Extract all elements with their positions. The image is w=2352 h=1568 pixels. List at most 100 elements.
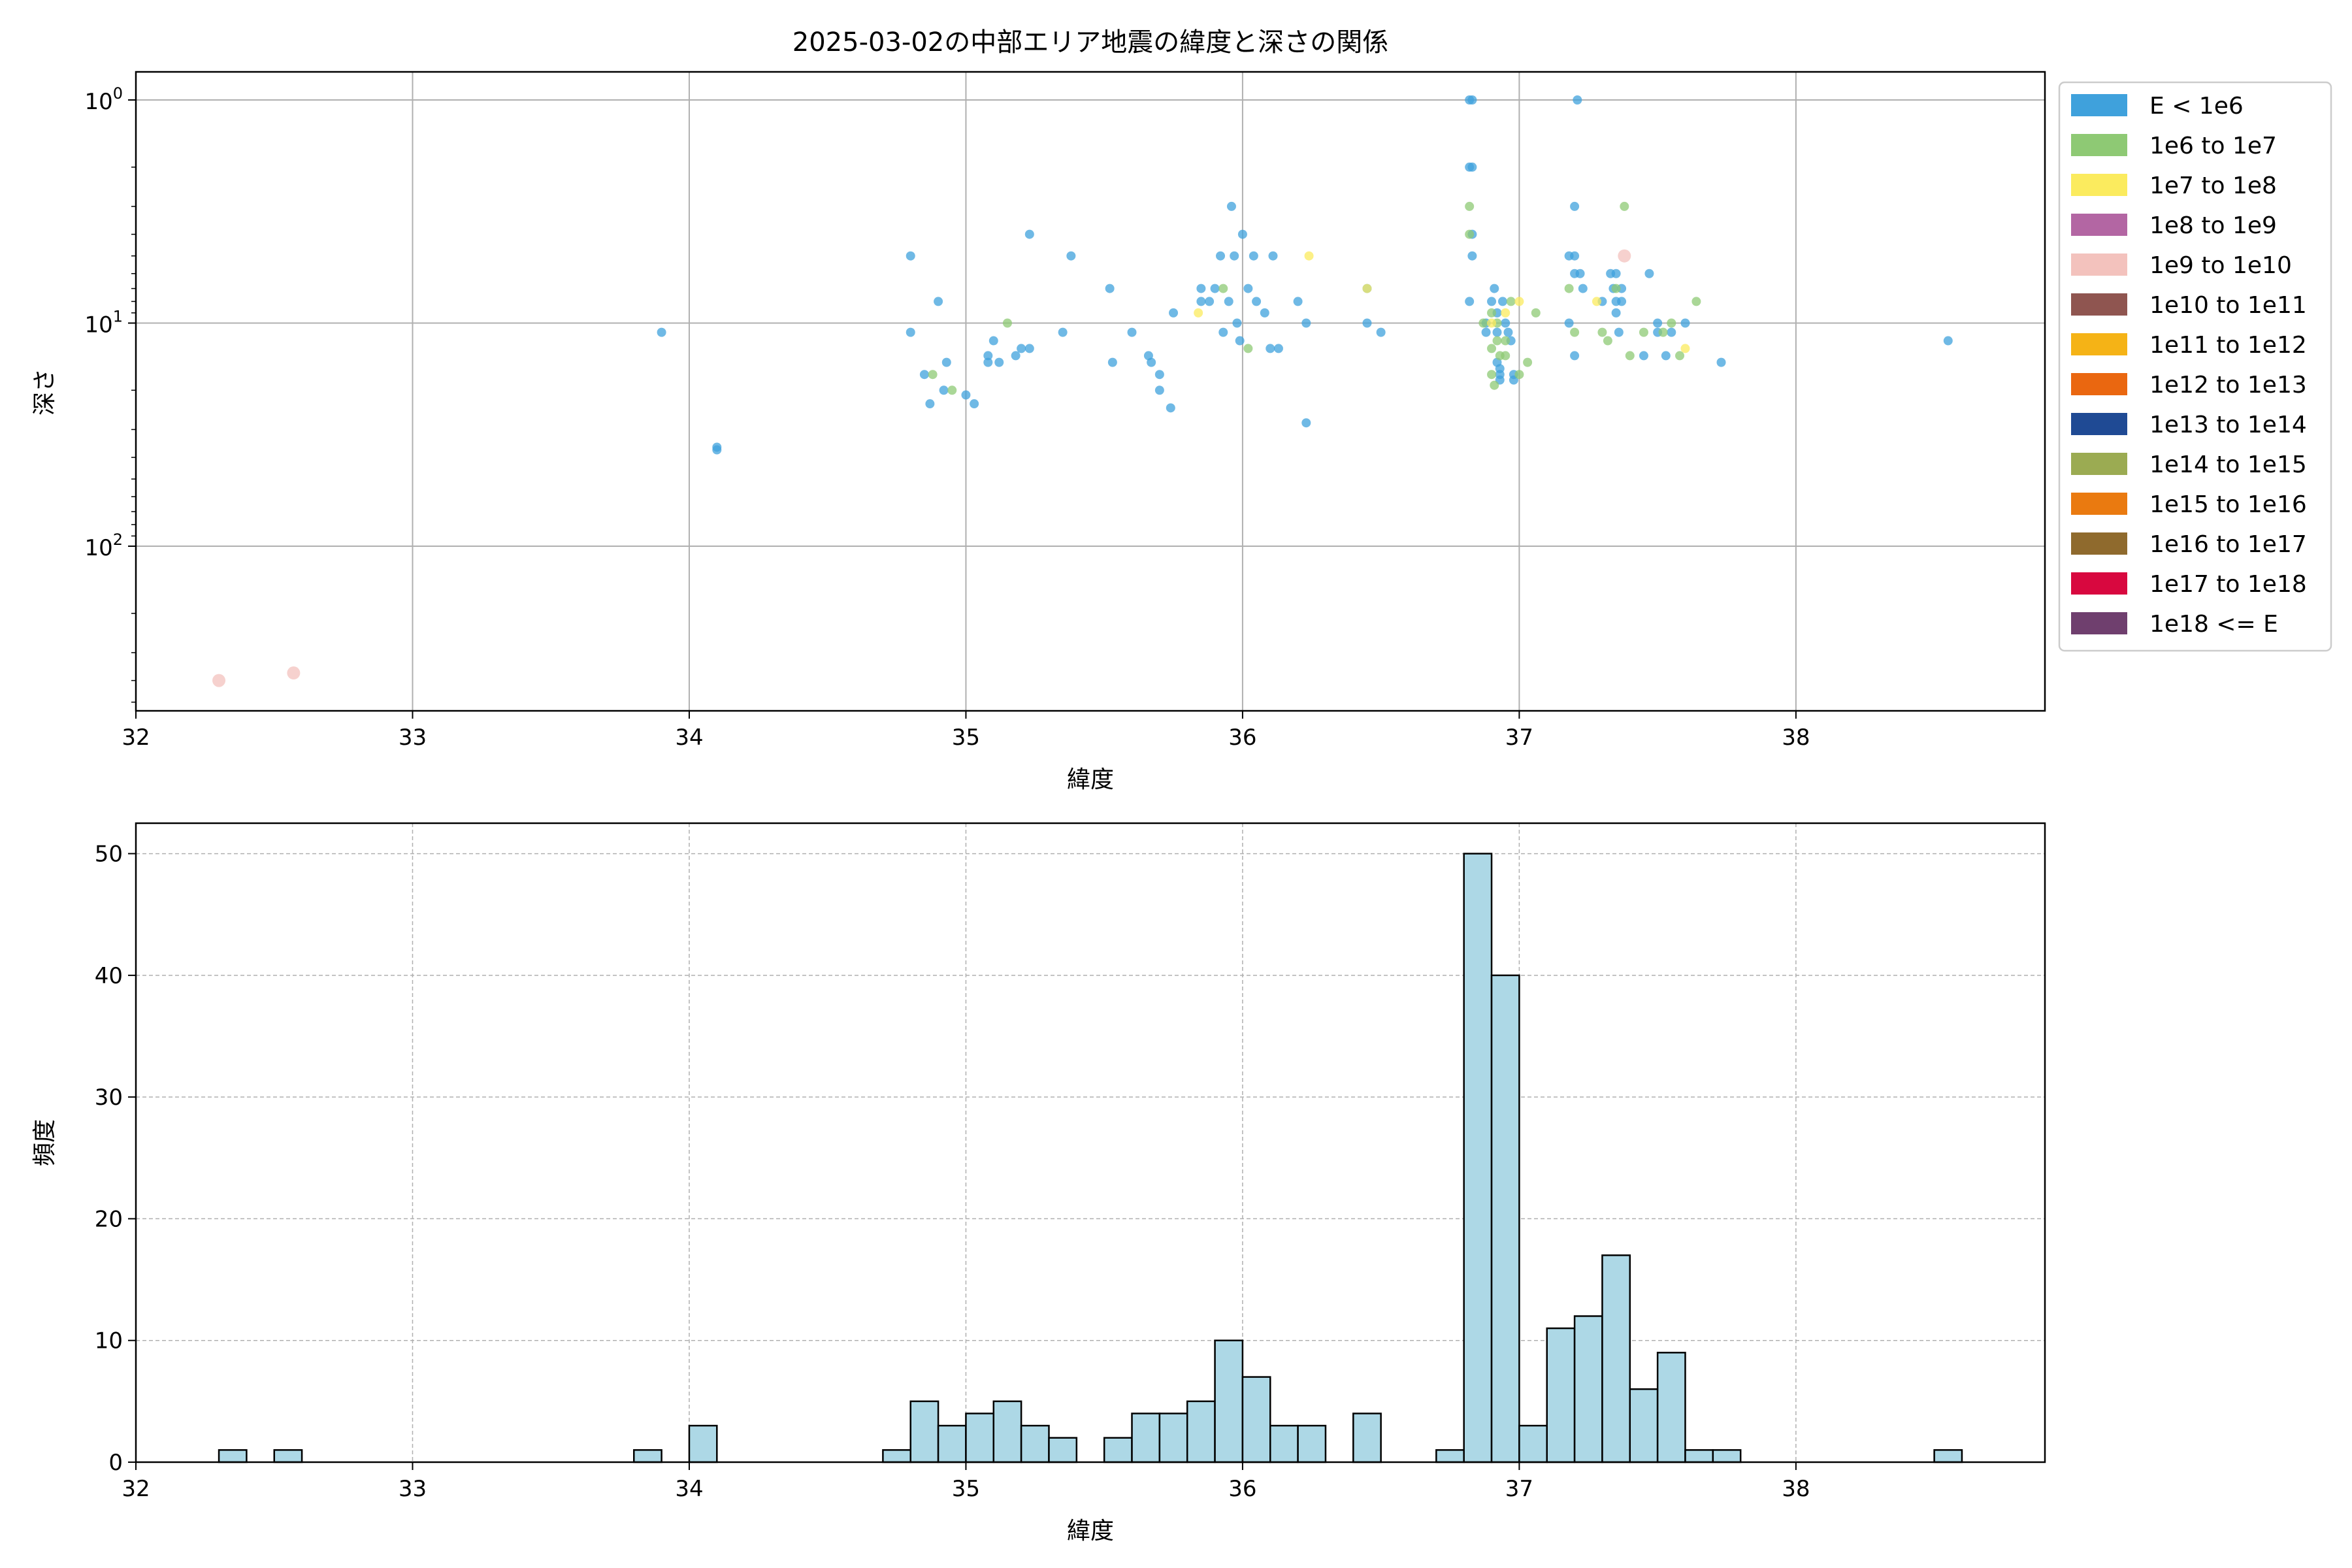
scatter-point: [1024, 229, 1034, 239]
scatter-point: [1943, 336, 1953, 346]
scatter-point: [970, 399, 979, 409]
scatter-point: [939, 385, 949, 395]
scatter-point: [1362, 284, 1372, 293]
scatter-point: [1570, 201, 1580, 211]
histogram-bar: [1048, 1437, 1078, 1463]
scatter-point: [1506, 297, 1516, 306]
scatter-point: [1691, 297, 1701, 306]
scatter-point: [1487, 318, 1497, 328]
legend-swatch: [2071, 373, 2127, 395]
histogram-bar: [273, 1449, 303, 1463]
scatter-panel: 32 33 34 35 36 37 38 100 101 102 2025-03-02の中部エリア…: [31, 27, 2332, 793]
scatter-point: [1266, 344, 1275, 353]
scatter-point: [1611, 308, 1621, 318]
scatter-point: [1196, 284, 1206, 293]
scatter-y-tick-label: 100: [84, 84, 123, 115]
scatter-point: [1680, 318, 1690, 328]
scatter-x-tick-label: 38: [1782, 725, 1810, 751]
legend-swatch: [2071, 134, 2127, 156]
scatter-point: [1465, 201, 1475, 211]
scatter-plot-frame: [135, 71, 2046, 712]
histogram-bar: [1269, 1424, 1299, 1463]
scatter-point: [1301, 418, 1311, 428]
scatter-point: [1501, 351, 1511, 361]
scatter-point: [1478, 318, 1488, 328]
scatter-grid: [135, 72, 2045, 711]
histogram-bar: [992, 1400, 1022, 1463]
histogram-x-tick-label: 34: [675, 1476, 703, 1502]
legend-swatch: [2071, 214, 2127, 236]
scatter-point: [1237, 229, 1247, 239]
scatter-point: [1107, 357, 1117, 367]
legend-label: 1e6 to 1e7: [2149, 133, 2277, 159]
histogram-bar: [1020, 1424, 1050, 1463]
histogram-bar: [1933, 1449, 1963, 1463]
scatter-point: [1564, 284, 1574, 293]
scatter-point: [212, 674, 226, 687]
histogram-bar: [1241, 1376, 1271, 1463]
legend-swatch: [2071, 453, 2127, 475]
scatter-point: [1105, 284, 1115, 293]
histogram-y-tick-label: 10: [95, 1328, 123, 1354]
scatter-x-tick-label: 33: [399, 725, 427, 751]
legend-swatch: [2071, 572, 2127, 595]
scatter-point: [1487, 297, 1497, 306]
legend-swatch: [2071, 612, 2127, 634]
scatter-point: [1017, 344, 1026, 353]
scatter-point: [657, 327, 666, 337]
scatter-point: [994, 357, 1004, 367]
legend-label: 1e8 to 1e9: [2149, 212, 2277, 239]
scatter-point: [712, 445, 722, 455]
scatter-point: [1066, 251, 1076, 261]
scatter-point: [1658, 327, 1668, 337]
histogram-bar: [1103, 1437, 1133, 1463]
histogram-bar: [1684, 1449, 1714, 1463]
scatter-point: [1058, 327, 1068, 337]
scatter-point: [287, 666, 301, 680]
legend-label: 1e7 to 1e8: [2149, 172, 2277, 199]
scatter-point: [1570, 327, 1580, 337]
scatter-point: [1362, 318, 1372, 328]
scatter-point: [1592, 297, 1601, 306]
scatter-point: [941, 357, 951, 367]
scatter-point: [1503, 327, 1513, 337]
scatter-x-tick-label: 35: [952, 725, 980, 751]
scatter-point: [1497, 297, 1507, 306]
scatter-point: [1224, 297, 1233, 306]
scatter-point: [1492, 327, 1502, 337]
scatter-point: [1523, 357, 1533, 367]
scatter-point: [1501, 318, 1511, 328]
scatter-point: [1570, 251, 1580, 261]
scatter-point: [1487, 308, 1497, 318]
histogram-bar: [937, 1424, 967, 1463]
histogram-bar: [633, 1449, 662, 1463]
scatter-point: [1169, 308, 1179, 318]
legend-swatch: [2071, 493, 2127, 515]
scatter-point: [1166, 403, 1175, 413]
histogram-bar: [1297, 1424, 1327, 1463]
histogram-x-tick-label: 33: [399, 1476, 427, 1502]
histogram-bar: [1131, 1413, 1161, 1463]
scatter-point: [1514, 370, 1524, 380]
histogram-bar: [1573, 1315, 1603, 1463]
scatter-point: [1194, 308, 1203, 318]
histogram-bar: [965, 1413, 995, 1463]
legend: E < 1e6 1e6 to 1e7 1e7 to 1e8 1e8 to 1e9 1e9…: [2058, 81, 2332, 652]
scatter-point: [1603, 336, 1612, 346]
scatter-point: [1667, 327, 1676, 337]
histogram-plot-frame: [135, 822, 2046, 1463]
legend-label: 1e10 to 1e11: [2149, 292, 2307, 319]
scatter-point: [1716, 357, 1726, 367]
histogram-bar: [1490, 974, 1520, 1463]
scatter-point: [1011, 351, 1021, 361]
scatter-point: [988, 336, 998, 346]
legend-label: E < 1e6: [2149, 93, 2244, 120]
scatter-point: [906, 327, 915, 337]
histogram-y-tick-label: 20: [95, 1206, 123, 1232]
scatter-point: [906, 251, 915, 261]
scatter-point: [1210, 284, 1220, 293]
scatter-point: [1002, 318, 1012, 328]
legend-label: 1e15 to 1e16: [2149, 491, 2307, 518]
scatter-title: 2025-03-02の中部エリア地震の緯度と深さの関係: [792, 27, 1388, 57]
scatter-point: [947, 385, 957, 395]
